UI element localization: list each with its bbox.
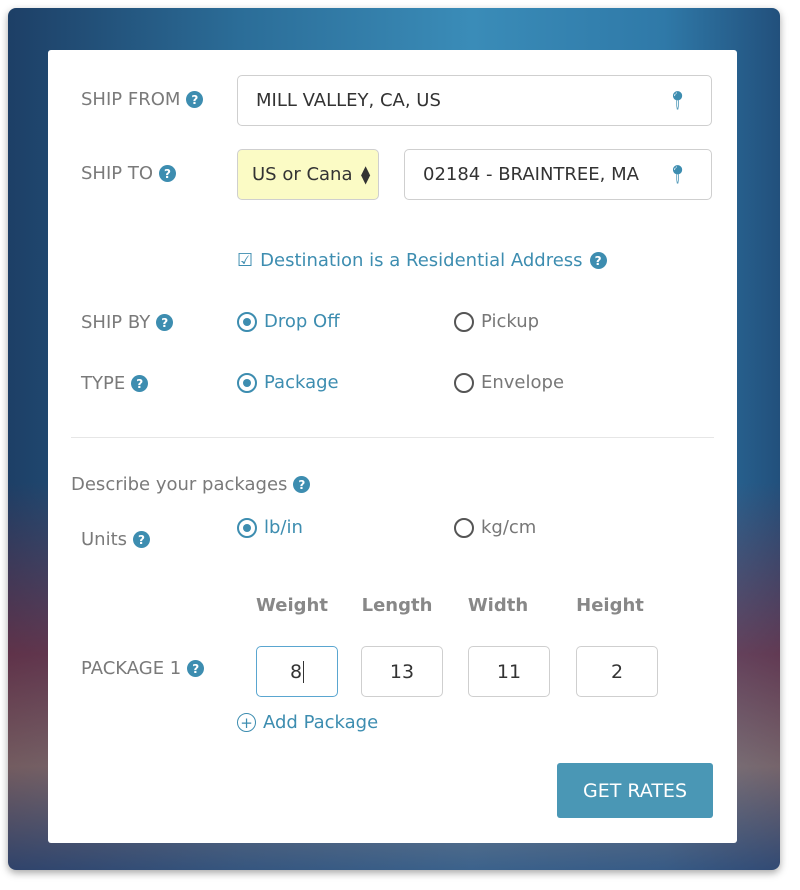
- map-pin-icon[interactable]: 📍︎: [666, 164, 689, 185]
- height-input[interactable]: 2: [576, 646, 658, 697]
- help-icon[interactable]: ?: [131, 375, 149, 392]
- shipping-form: SHIP FROM? MILL VALLEY, CA, US 📍︎ SHIP TO…: [48, 50, 737, 843]
- type-label: TYPE?: [81, 373, 149, 394]
- radio-empty-icon[interactable]: [454, 372, 474, 393]
- radio-package[interactable]: Package: [237, 372, 339, 393]
- ship-from-input[interactable]: MILL VALLEY, CA, US 📍︎: [237, 75, 712, 126]
- ship-to-input[interactable]: 02184 - BRAINTREE, MA 📍︎: [404, 149, 712, 200]
- radio-pickup[interactable]: Pickup: [454, 311, 539, 332]
- package-1-label: PACKAGE 1?: [81, 658, 205, 679]
- radio-selected-icon[interactable]: [237, 372, 257, 393]
- column-width: Width: [467, 595, 529, 616]
- help-icon[interactable]: ?: [589, 252, 607, 269]
- checkbox-checked-icon[interactable]: ☑: [237, 250, 254, 271]
- add-package-link[interactable]: + Add Package: [237, 712, 378, 733]
- radio-kg-cm[interactable]: kg/cm: [454, 517, 536, 538]
- divider: [71, 437, 714, 438]
- radio-empty-icon[interactable]: [454, 517, 474, 538]
- get-rates-button[interactable]: GET RATES: [557, 763, 713, 818]
- select-arrows-icon: ▲ ▼: [361, 162, 371, 186]
- column-length: Length: [361, 595, 433, 616]
- units-label: Units?: [81, 529, 151, 550]
- radio-empty-icon[interactable]: [454, 311, 474, 332]
- residential-checkbox[interactable]: ☑ Destination is a Residential Address?: [237, 250, 607, 271]
- radio-lb-in[interactable]: lb/in: [237, 517, 303, 538]
- help-icon[interactable]: ?: [133, 531, 151, 548]
- radio-selected-icon[interactable]: [237, 517, 257, 538]
- length-input[interactable]: 13: [361, 646, 443, 697]
- width-input[interactable]: 11: [468, 646, 550, 697]
- help-icon[interactable]: ?: [159, 165, 177, 182]
- map-pin-icon[interactable]: 📍︎: [666, 90, 689, 111]
- ship-to-label: SHIP TO?: [81, 163, 177, 184]
- describe-packages-heading: Describe your packages?: [71, 474, 311, 495]
- help-icon[interactable]: ?: [156, 314, 174, 331]
- ship-from-label: SHIP FROM?: [81, 89, 204, 110]
- radio-selected-icon[interactable]: [237, 311, 257, 332]
- country-select[interactable]: US or Cana ▲ ▼: [237, 149, 379, 200]
- radio-envelope[interactable]: Envelope: [454, 372, 564, 393]
- column-height: Height: [576, 595, 644, 616]
- help-icon[interactable]: ?: [187, 660, 205, 677]
- help-icon[interactable]: ?: [186, 91, 204, 108]
- column-weight: Weight: [256, 595, 328, 616]
- ship-by-label: SHIP BY?: [81, 312, 174, 333]
- radio-drop-off[interactable]: Drop Off: [237, 311, 340, 332]
- plus-circle-icon: +: [237, 713, 256, 732]
- help-icon[interactable]: ?: [293, 476, 311, 493]
- weight-input[interactable]: 8: [256, 646, 338, 697]
